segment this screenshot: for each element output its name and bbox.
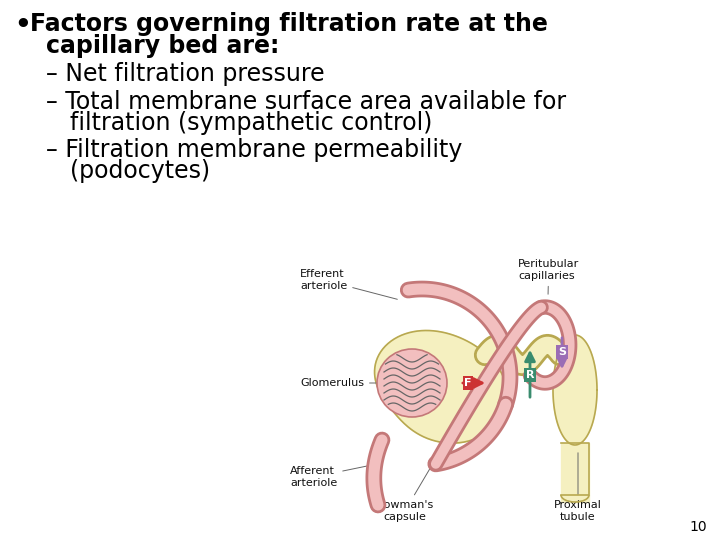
Text: Proximal
tubule: Proximal tubule [554, 453, 602, 522]
Text: Glomerulus: Glomerulus [300, 378, 377, 388]
Ellipse shape [377, 349, 447, 417]
Text: Factors governing filtration rate at the: Factors governing filtration rate at the [30, 12, 548, 36]
Polygon shape [374, 330, 508, 443]
Text: Efferent
arteriole: Efferent arteriole [300, 269, 397, 299]
Text: 10: 10 [689, 520, 707, 534]
Text: – Total membrane surface area available for: – Total membrane surface area available … [46, 90, 566, 114]
Text: – Filtration membrane permeability: – Filtration membrane permeability [46, 138, 462, 162]
Text: •: • [14, 13, 31, 39]
Polygon shape [561, 443, 589, 495]
Text: (podocytes): (podocytes) [70, 159, 210, 183]
Text: R: R [526, 370, 534, 380]
Text: filtration (sympathetic control): filtration (sympathetic control) [70, 111, 433, 135]
Text: Peritubular
capillaries: Peritubular capillaries [518, 259, 580, 294]
Text: Bowman's
capsule: Bowman's capsule [377, 462, 433, 522]
Text: F: F [464, 378, 472, 388]
Text: Afferent
arteriole: Afferent arteriole [290, 465, 369, 488]
Text: S: S [558, 347, 566, 357]
Text: – Net filtration pressure: – Net filtration pressure [46, 62, 325, 86]
Polygon shape [553, 335, 597, 445]
Text: capillary bed are:: capillary bed are: [46, 34, 279, 58]
